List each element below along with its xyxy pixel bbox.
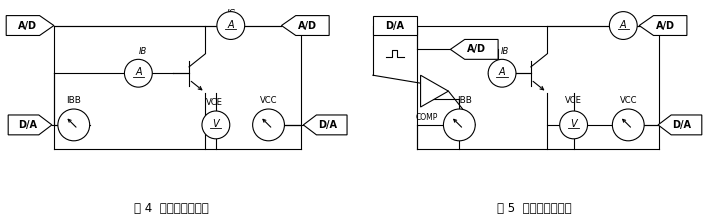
- Text: VCE: VCE: [565, 96, 582, 105]
- Circle shape: [560, 111, 588, 139]
- Text: V: V: [212, 119, 219, 129]
- Text: D/A: D/A: [673, 120, 692, 130]
- Text: IB: IB: [139, 47, 147, 56]
- Polygon shape: [6, 16, 54, 36]
- Polygon shape: [658, 115, 702, 135]
- Text: A/D: A/D: [298, 21, 317, 30]
- Text: VCE: VCE: [205, 98, 222, 107]
- Polygon shape: [421, 75, 448, 107]
- Circle shape: [125, 59, 152, 87]
- Text: D/A: D/A: [18, 120, 38, 130]
- Circle shape: [58, 109, 90, 141]
- Text: D/A: D/A: [318, 120, 336, 130]
- Text: D/A: D/A: [385, 21, 404, 30]
- Polygon shape: [303, 115, 347, 135]
- Circle shape: [612, 109, 644, 141]
- Text: A/D: A/D: [467, 44, 486, 54]
- Polygon shape: [8, 115, 52, 135]
- Text: VCC: VCC: [620, 96, 637, 105]
- Polygon shape: [450, 40, 498, 59]
- Text: A: A: [620, 19, 627, 30]
- Circle shape: [202, 111, 230, 139]
- Circle shape: [217, 12, 245, 40]
- Text: A: A: [135, 67, 142, 77]
- Text: A: A: [227, 19, 234, 30]
- Circle shape: [253, 109, 285, 141]
- Circle shape: [488, 59, 516, 87]
- Text: IBB: IBB: [67, 96, 81, 105]
- Polygon shape: [282, 16, 329, 36]
- Text: IBB: IBB: [457, 96, 472, 105]
- Text: V: V: [571, 119, 577, 129]
- Circle shape: [443, 109, 475, 141]
- Polygon shape: [639, 16, 687, 36]
- Text: COMP: COMP: [416, 113, 438, 122]
- Text: 图 4  软件闭环法框图: 图 4 软件闭环法框图: [134, 202, 209, 215]
- Text: 图 5  硬件闭环法框图: 图 5 硬件闭环法框图: [496, 202, 571, 215]
- Text: VCC: VCC: [260, 96, 278, 105]
- Circle shape: [610, 12, 637, 40]
- Text: IC: IC: [227, 9, 235, 18]
- Text: IB: IB: [501, 47, 509, 56]
- Text: A/D: A/D: [656, 21, 675, 30]
- Text: A/D: A/D: [18, 21, 38, 30]
- Text: A: A: [498, 67, 506, 77]
- Bar: [373, 16, 416, 36]
